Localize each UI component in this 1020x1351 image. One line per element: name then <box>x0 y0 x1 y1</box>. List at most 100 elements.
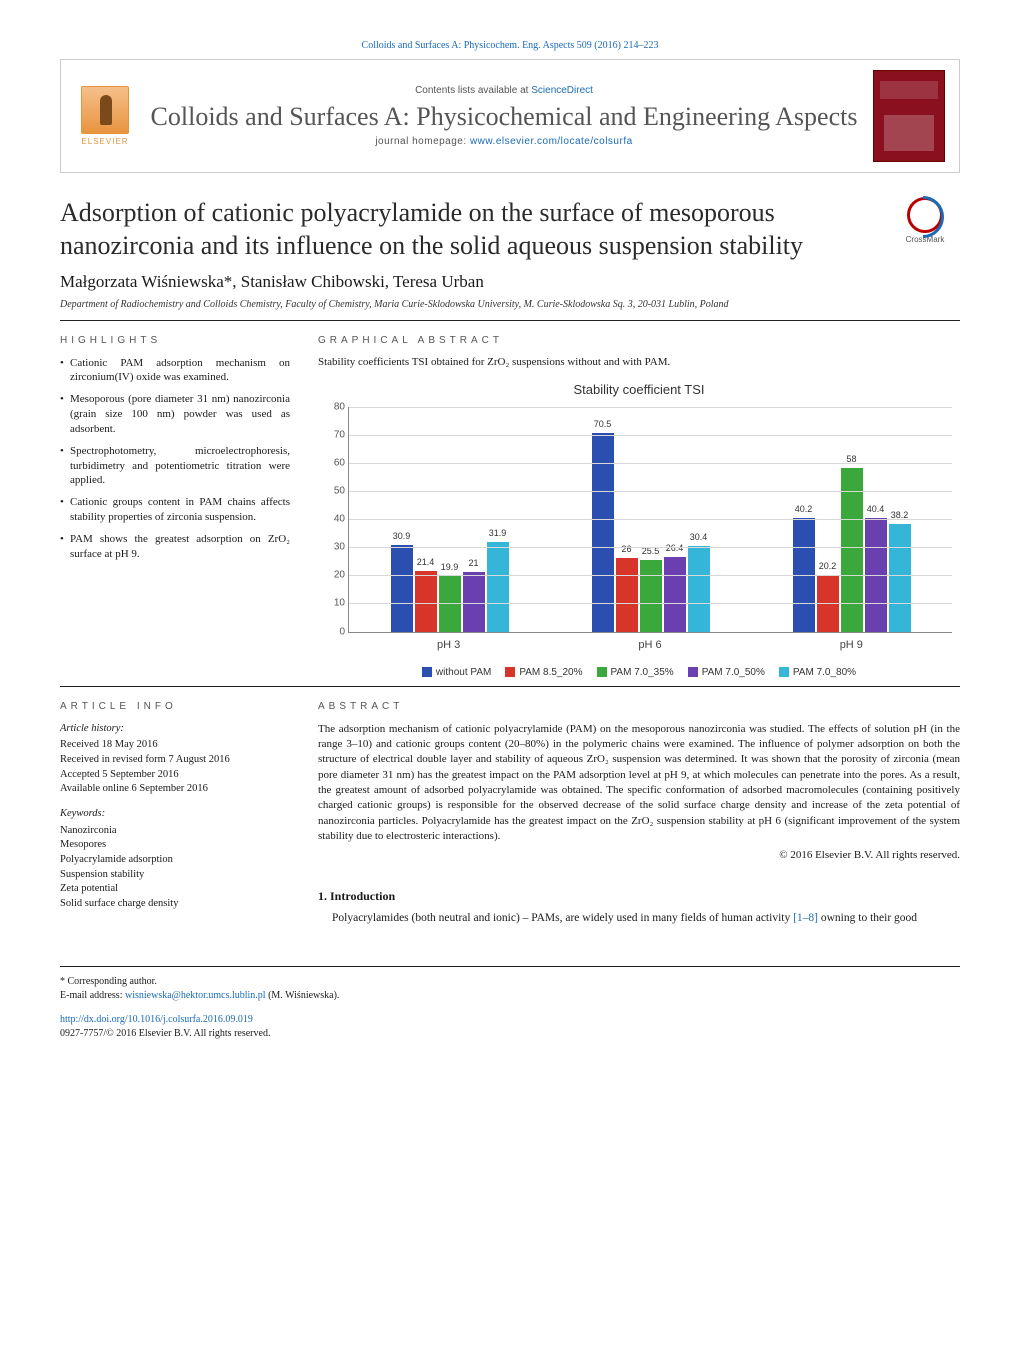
crossmark-icon <box>907 197 943 233</box>
keywords-head: Keywords: <box>60 807 290 822</box>
divider <box>60 686 960 687</box>
bar-value-label: 19.9 <box>441 562 459 572</box>
legend-label: PAM 7.0_35% <box>611 667 674 678</box>
stability-chart: Stability coefficient TSI 30.921.419.921… <box>318 376 960 678</box>
homepage-prefix: journal homepage: <box>375 136 470 147</box>
elsevier-tree-icon <box>81 86 129 134</box>
journal-masthead: ELSEVIER Contents lists available at Sci… <box>60 59 960 173</box>
keyword: Zeta potential <box>60 882 290 897</box>
bar-value-label: 40.4 <box>867 504 885 514</box>
bar-value-label: 21 <box>468 558 478 568</box>
highlights-heading: HIGHLIGHTS <box>60 335 290 346</box>
introduction-text: Polyacrylamides (both neutral and ionic)… <box>318 910 960 926</box>
bar-value-label: 26.4 <box>666 543 684 553</box>
bar-value-label: 21.4 <box>417 557 435 567</box>
bar: 38.2 <box>889 524 911 631</box>
doi-link[interactable]: http://dx.doi.org/10.1016/j.colsurfa.201… <box>60 1014 253 1025</box>
legend-label: PAM 7.0_80% <box>793 667 856 678</box>
chart-legend: without PAM PAM 8.5_20% PAM 7.0_35% PAM 7.0… <box>318 667 960 678</box>
intro-text-post: owning to their good <box>818 912 917 924</box>
bar: 30.9 <box>391 545 413 632</box>
history-head: Article history: <box>60 722 290 737</box>
intro-text-pre: Polyacrylamides (both neutral and ionic)… <box>332 912 793 924</box>
y-tick-label: 20 <box>325 570 345 581</box>
legend-swatch <box>505 667 515 677</box>
legend-swatch <box>597 667 607 677</box>
keyword: Solid surface charge density <box>60 897 290 912</box>
article-info: Article history: Received 18 May 2016Rec… <box>60 722 290 912</box>
legend-label: without PAM <box>436 667 491 678</box>
history-line: Available online 6 September 2016 <box>60 782 290 797</box>
bar: 21 <box>463 572 485 631</box>
highlight-item: Spectrophotometry, microelectrophoresis,… <box>60 444 290 489</box>
bar: 31.9 <box>487 542 509 632</box>
bar: 26.4 <box>664 557 686 631</box>
y-tick-label: 70 <box>325 429 345 440</box>
intro-citation-link[interactable]: [1–8] <box>793 912 818 924</box>
legend-swatch <box>779 667 789 677</box>
ga-caption: Stability coefficients TSI obtained for … <box>318 356 960 368</box>
bar-value-label: 30.4 <box>690 532 708 542</box>
introduction-heading: 1. Introduction <box>318 889 960 904</box>
highlight-item: Cationic PAM adsorption mechanism on zir… <box>60 356 290 386</box>
x-category-label: pH 3 <box>437 639 460 651</box>
highlight-item: Cationic groups content in PAM chains af… <box>60 495 290 525</box>
bar: 25.5 <box>640 560 662 632</box>
legend-item: without PAM <box>422 667 491 678</box>
keyword: Suspension stability <box>60 868 290 883</box>
bar-value-label: 30.9 <box>393 531 411 541</box>
highlight-item: Mesoporous (pore diameter 31 nm) nanozir… <box>60 392 290 437</box>
legend-swatch <box>688 667 698 677</box>
y-tick-label: 10 <box>325 598 345 609</box>
y-tick-label: 40 <box>325 514 345 525</box>
highlights-list: Cationic PAM adsorption mechanism on zir… <box>60 356 290 562</box>
bar-value-label: 31.9 <box>489 528 507 538</box>
x-category-label: pH 9 <box>840 639 863 651</box>
abstract-heading: ABSTRACT <box>318 701 960 712</box>
journal-cover-thumbnail <box>873 70 945 162</box>
legend-item: PAM 7.0_50% <box>688 667 765 678</box>
legend-label: PAM 8.5_20% <box>519 667 582 678</box>
bar-value-label: 40.2 <box>795 504 813 514</box>
y-tick-label: 30 <box>325 542 345 553</box>
bar-value-label: 70.5 <box>594 419 612 429</box>
bar: 21.4 <box>415 571 437 631</box>
article-info-heading: ARTICLE INFO <box>60 701 290 712</box>
authors: Małgorzata Wiśniewska*, Stanisław Chibow… <box>60 272 960 292</box>
publisher-name: ELSEVIER <box>81 137 128 146</box>
crossmark-badge[interactable]: CrossMark <box>890 197 960 244</box>
legend-item: PAM 7.0_35% <box>597 667 674 678</box>
bar: 26 <box>616 558 638 631</box>
corresponding-author: * Corresponding author. <box>60 975 960 989</box>
affiliation: Department of Radiochemistry and Colloid… <box>60 298 960 312</box>
homepage-line: journal homepage: www.elsevier.com/locat… <box>149 136 859 147</box>
keyword: Polyacrylamide adsorption <box>60 853 290 868</box>
journal-homepage-link[interactable]: www.elsevier.com/locate/colsurfa <box>470 136 633 147</box>
elsevier-logo: ELSEVIER <box>75 81 135 151</box>
highlight-item: PAM shows the greatest adsorption on ZrO… <box>60 532 290 562</box>
citation-link[interactable]: Colloids and Surfaces A: Physicochem. En… <box>362 40 659 51</box>
divider <box>60 320 960 321</box>
legend-swatch <box>422 667 432 677</box>
x-category-label: pH 6 <box>638 639 661 651</box>
journal-title: Colloids and Surfaces A: Physicochemical… <box>149 102 859 132</box>
issn-line: 0927-7757/© 2016 Elsevier B.V. All right… <box>60 1027 960 1041</box>
email-label: E-mail address: <box>60 990 125 1001</box>
footnotes: * Corresponding author. E-mail address: … <box>60 966 960 1041</box>
sciencedirect-link[interactable]: ScienceDirect <box>531 85 593 96</box>
corresponding-email-link[interactable]: wisniewska@hektor.umcs.lublin.pl <box>125 990 266 1001</box>
contents-prefix: Contents lists available at <box>415 85 531 96</box>
y-tick-label: 80 <box>325 401 345 412</box>
legend-item: PAM 8.5_20% <box>505 667 582 678</box>
graphical-abstract-heading: GRAPHICAL ABSTRACT <box>318 335 960 346</box>
keyword: Nanozirconia <box>60 824 290 839</box>
bar: 30.4 <box>688 546 710 632</box>
bar-value-label: 20.2 <box>819 561 837 571</box>
contents-line: Contents lists available at ScienceDirec… <box>149 85 859 96</box>
history-line: Received 18 May 2016 <box>60 738 290 753</box>
legend-item: PAM 7.0_80% <box>779 667 856 678</box>
page-citation: Colloids and Surfaces A: Physicochem. En… <box>60 40 960 51</box>
article-title: Adsorption of cationic polyacrylamide on… <box>60 197 874 262</box>
abstract-text: The adsorption mechanism of cationic pol… <box>318 722 960 845</box>
abstract-copyright: © 2016 Elsevier B.V. All rights reserved… <box>318 849 960 861</box>
